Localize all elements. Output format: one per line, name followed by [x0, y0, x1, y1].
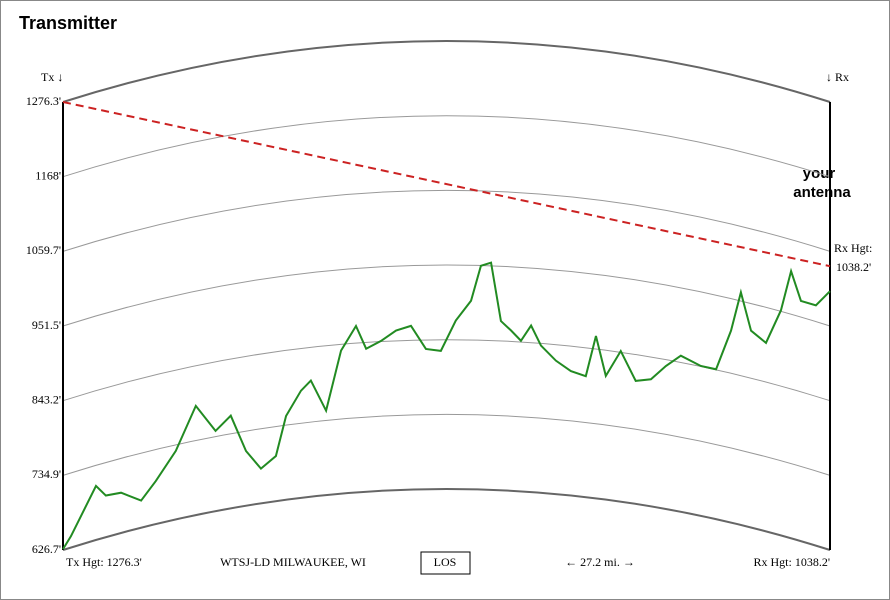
- footer-station: WTSJ-LD MILWAUKEE, WI: [220, 555, 366, 569]
- los-line: [62, 101, 831, 268]
- grid-curve: [62, 264, 831, 327]
- y-tick-label: 626.7': [32, 542, 61, 556]
- y-tick-label: 951.5': [32, 318, 61, 332]
- grid-curve: [62, 339, 831, 402]
- y-tick-label: 1276.3': [26, 94, 61, 108]
- annotation: antenna: [793, 184, 851, 201]
- los-button-label[interactable]: LOS: [434, 555, 457, 569]
- rx-marker: ↓ Rx: [826, 70, 849, 84]
- chart-title: Transmitter: [19, 13, 117, 33]
- y-tick-label: 1168': [35, 168, 61, 182]
- y-tick-label: 734.9': [32, 467, 61, 481]
- footer-rx: Rx Hgt: 1038.2': [754, 555, 831, 569]
- y-tick-label: 1059.7': [26, 243, 61, 257]
- grid-curve: [62, 189, 831, 252]
- y-tick-label: 843.2': [32, 392, 61, 406]
- footer-tx: Tx Hgt: 1276.3': [66, 555, 142, 569]
- footer-distance: ← 27.2 mi. →: [565, 555, 635, 569]
- rx-height-label: 1038.2': [836, 260, 871, 274]
- los-button[interactable]: [420, 551, 471, 575]
- tx-marker: Tx ↓: [41, 70, 63, 84]
- grid-curve: [62, 115, 831, 178]
- terrain-line: [62, 261, 831, 550]
- grid-curve: [62, 488, 831, 551]
- grid-curve: [62, 40, 831, 103]
- rx-label: Rx Hgt:: [834, 241, 872, 255]
- grid-curve: [62, 413, 831, 476]
